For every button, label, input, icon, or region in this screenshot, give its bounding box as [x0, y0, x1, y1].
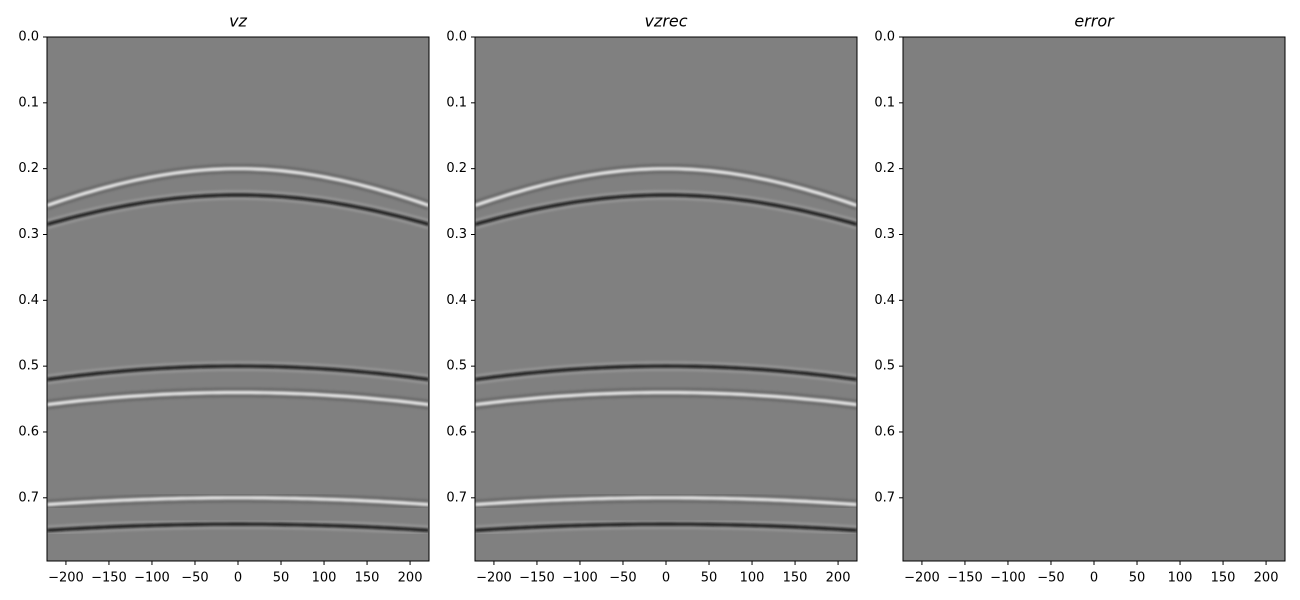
panel-title: error	[1074, 12, 1115, 31]
seismic-event	[47, 167, 428, 208]
x-tick-label: −50	[181, 571, 208, 586]
x-tick-label: −200	[48, 571, 84, 586]
x-tick-label: 100	[740, 571, 765, 586]
image-content	[475, 164, 857, 535]
image-content	[47, 164, 428, 535]
panel-title: vz	[229, 12, 247, 31]
y-tick-label: 0.4	[18, 293, 39, 308]
seismic-event	[475, 167, 857, 208]
x-tick-label: −100	[134, 571, 170, 586]
x-tick-label: −100	[990, 571, 1026, 586]
x-tick-label: 200	[398, 571, 423, 586]
y-tick-label: 0.6	[446, 424, 467, 439]
y-tick-label: 0.4	[446, 293, 467, 308]
x-tick-label: −100	[562, 571, 598, 586]
seismic-event	[475, 522, 857, 532]
seismic-event	[47, 390, 428, 407]
y-tick-label: 0.7	[874, 490, 895, 505]
seismic-event	[47, 193, 428, 226]
seismic-event	[475, 364, 857, 382]
x-tick-label: 200	[1254, 571, 1279, 586]
x-tick-label: −50	[1037, 571, 1064, 586]
x-tick-label: 0	[662, 571, 670, 586]
y-tick-label: 0.3	[446, 227, 467, 242]
y-tick-label: 0.1	[874, 95, 895, 110]
y-tick-label: 0.4	[874, 293, 895, 308]
y-tick-label: 0.7	[18, 490, 39, 505]
seismic-event	[47, 496, 428, 507]
x-tick-label: 50	[273, 571, 290, 586]
y-tick-label: 0.1	[446, 95, 467, 110]
y-tick-label: 0.6	[874, 424, 895, 439]
y-tick-label: 0.0	[18, 30, 39, 45]
x-tick-label: 150	[783, 571, 808, 586]
x-tick-label: −50	[609, 571, 636, 586]
seismic-event	[475, 496, 857, 507]
y-tick-label: 0.3	[874, 227, 895, 242]
image-background	[475, 37, 857, 561]
x-tick-label: −150	[91, 571, 127, 586]
y-tick-label: 0.3	[18, 227, 39, 242]
x-tick-label: 0	[234, 571, 242, 586]
y-tick-label: 0.5	[18, 359, 39, 374]
panel-title: vzrec	[644, 12, 687, 31]
x-tick-label: 100	[312, 571, 337, 586]
image-background	[47, 37, 429, 561]
seismic-event	[47, 522, 428, 532]
x-tick-label: 100	[1168, 571, 1193, 586]
x-tick-label: 200	[826, 571, 851, 586]
y-tick-label: 0.2	[874, 161, 895, 176]
y-tick-label: 0.2	[446, 161, 467, 176]
x-tick-label: −150	[519, 571, 555, 586]
seismic-event	[47, 364, 428, 382]
y-tick-label: 0.6	[18, 424, 39, 439]
seismic-event	[475, 193, 857, 226]
y-tick-label: 0.5	[446, 359, 467, 374]
x-tick-label: 50	[701, 571, 718, 586]
y-tick-label: 0.1	[18, 95, 39, 110]
seismic-event	[475, 390, 857, 407]
x-tick-label: 50	[1129, 571, 1146, 586]
x-tick-label: 150	[355, 571, 380, 586]
x-tick-label: −150	[947, 571, 983, 586]
x-tick-label: 150	[1211, 571, 1236, 586]
y-tick-label: 0.5	[874, 359, 895, 374]
y-tick-label: 0.0	[874, 30, 895, 45]
x-tick-label: 0	[1090, 571, 1098, 586]
x-tick-label: −200	[904, 571, 940, 586]
image-background	[903, 37, 1285, 561]
x-tick-label: −200	[476, 571, 512, 586]
y-tick-label: 0.2	[18, 161, 39, 176]
y-tick-label: 0.0	[446, 30, 467, 45]
y-tick-label: 0.7	[446, 490, 467, 505]
